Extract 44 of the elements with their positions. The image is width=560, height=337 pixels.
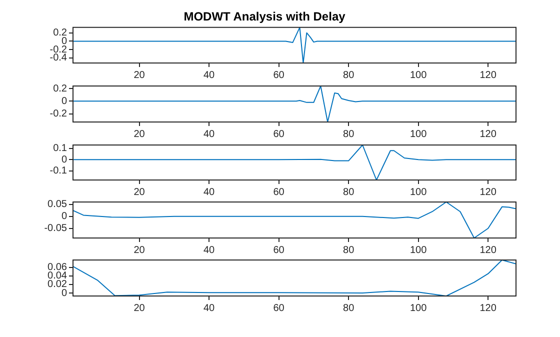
x-tick-label: 20 <box>134 128 146 140</box>
x-tick-label: 40 <box>203 186 216 198</box>
x-tick-label: 40 <box>203 70 216 81</box>
y-tick-label: 0.2 <box>53 83 68 94</box>
y-tick-label: -0.4 <box>50 52 68 64</box>
y-tick-label: -0.2 <box>50 108 68 120</box>
x-tick-label: 80 <box>343 70 355 81</box>
x-tick-label: 80 <box>343 128 355 140</box>
y-tick-label: 0 <box>61 288 68 299</box>
y-tick-label: -0.1 <box>50 166 68 177</box>
x-tick-label: 100 <box>410 186 428 198</box>
x-tick-label: 40 <box>203 128 216 140</box>
x-tick-label: 60 <box>273 70 285 81</box>
x-tick-label: 60 <box>273 302 285 314</box>
x-tick-label: 60 <box>273 244 285 256</box>
x-tick-label: 80 <box>343 244 355 256</box>
x-tick-label: 20 <box>134 186 146 198</box>
y-tick-label: 0 <box>61 96 68 107</box>
y-tick-label: 0 <box>61 154 68 166</box>
x-tick-label: 60 <box>273 186 285 198</box>
y-tick-label: 0.02 <box>48 279 68 290</box>
y-tick-label: 0.1 <box>53 143 68 154</box>
x-tick-label: 80 <box>343 186 355 198</box>
chart-title: MODWT Analysis with Delay <box>184 10 346 24</box>
x-tick-label: 120 <box>480 70 497 81</box>
x-tick-label: 40 <box>203 244 216 256</box>
x-tick-label: 100 <box>410 244 428 256</box>
x-tick-label: 20 <box>134 302 146 314</box>
x-tick-label: 60 <box>273 128 285 140</box>
x-tick-label: 100 <box>410 128 428 140</box>
y-tick-label: 0 <box>61 211 68 222</box>
x-tick-label: 120 <box>480 186 497 198</box>
x-tick-label: 20 <box>134 244 146 256</box>
x-tick-label: 120 <box>480 244 497 256</box>
x-tick-label: 120 <box>480 302 497 314</box>
y-tick-label: -0.05 <box>44 223 68 234</box>
x-tick-label: 20 <box>134 70 146 81</box>
x-tick-label: 100 <box>410 302 428 314</box>
x-tick-label: 100 <box>410 70 428 81</box>
x-tick-label: 120 <box>480 128 497 140</box>
y-tick-label: 0 <box>61 36 68 47</box>
x-tick-label: 80 <box>343 302 355 314</box>
y-tick-label: 0.05 <box>48 199 68 210</box>
x-tick-label: 40 <box>203 302 216 314</box>
